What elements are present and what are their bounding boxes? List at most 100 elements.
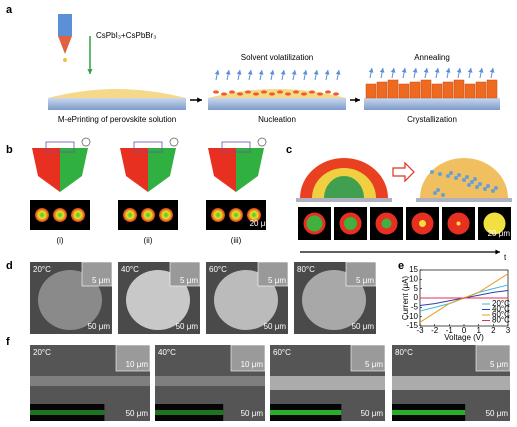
droplet-image [211, 208, 225, 222]
particle [478, 182, 482, 186]
particle [491, 189, 495, 193]
arrow-head [225, 70, 231, 75]
arrow-head [302, 70, 308, 75]
crystal [376, 81, 388, 99]
arrow-head [313, 70, 319, 75]
label: (ii) [144, 236, 153, 245]
droplet-core [344, 217, 357, 230]
droplet-image [141, 208, 155, 222]
nucleus [317, 92, 323, 96]
printed-line [155, 376, 265, 386]
particle [483, 187, 487, 191]
particle [470, 180, 474, 184]
nozzle-cone [120, 148, 176, 192]
arrow-head [489, 68, 495, 73]
arrow-head [390, 68, 396, 73]
film [48, 89, 186, 98]
nucleus [269, 92, 275, 96]
arrow-head [247, 70, 253, 75]
arrow-head [456, 68, 462, 73]
printed-line [270, 376, 385, 390]
arrow-head [291, 70, 297, 75]
label: 5 μm [268, 276, 286, 285]
label: 20 μm [250, 219, 273, 228]
droplet-image [35, 208, 49, 222]
particle [473, 177, 477, 181]
pl-line [270, 410, 342, 415]
label: 40°C [158, 348, 176, 357]
x-tick-label: -3 [416, 326, 424, 335]
meter [81, 137, 91, 147]
label: Nucleation [258, 115, 296, 124]
printed-line [30, 376, 150, 386]
nucleus [309, 90, 315, 94]
inset [350, 344, 386, 372]
meter [169, 137, 179, 147]
label: M-ePrinting of perovskite solution [58, 115, 176, 124]
label: b [6, 144, 13, 156]
arrow-head [445, 68, 451, 73]
label: 50 μm [88, 322, 111, 331]
label: 5 μm [365, 360, 383, 369]
label: t [504, 253, 507, 262]
arrow-head [467, 68, 473, 73]
label: Annealing [414, 53, 450, 62]
arrow-head [379, 68, 385, 73]
label: 50 μm [241, 409, 264, 418]
substrate [364, 98, 500, 110]
droplet-core [456, 221, 461, 226]
arrow-head [87, 69, 93, 74]
particle [436, 188, 440, 192]
x-tick-label: 3 [506, 326, 511, 335]
particle [465, 175, 469, 179]
particle [449, 171, 453, 175]
crystal [420, 79, 432, 99]
label: 60°C [209, 265, 227, 274]
arrow-head [478, 68, 484, 73]
label: 50 μm [352, 322, 375, 331]
arrow-head [214, 70, 220, 75]
nucleus [277, 90, 283, 94]
x-tick-label: 0 [462, 326, 467, 335]
particle [446, 174, 450, 178]
crystal [475, 81, 487, 99]
nucleus [285, 92, 291, 96]
substrate [48, 98, 186, 110]
arrow-head [258, 70, 264, 75]
substrate [208, 98, 346, 110]
arrow-head [423, 68, 429, 73]
pl-line [155, 410, 224, 415]
particle [467, 183, 471, 187]
crystal [398, 83, 410, 99]
y-axis-label: Current (μA) [401, 276, 410, 321]
arrow-head [434, 68, 440, 73]
label: d [6, 260, 13, 272]
legend-label: 40°C [492, 305, 510, 314]
label: 20°C [33, 348, 51, 357]
particle [457, 173, 461, 177]
arrow-head [368, 68, 374, 73]
arrow-head [269, 70, 275, 75]
particle [433, 191, 437, 195]
label: 20°C [33, 265, 51, 274]
legend-label: 80°C [492, 316, 510, 325]
crystal [486, 79, 498, 99]
printed-line [392, 376, 510, 390]
label: 5 μm [92, 276, 110, 285]
x-tick-label: 1 [476, 326, 481, 335]
arrow-head [197, 97, 202, 103]
label: 80°C [395, 348, 413, 357]
label: 10 μm [241, 360, 264, 369]
particle [454, 176, 458, 180]
circuit [45, 141, 75, 153]
label: 5 μm [356, 276, 374, 285]
dome-core [324, 176, 364, 198]
label: a [6, 4, 13, 16]
y-tick-label: 0 [414, 293, 419, 302]
substrate [296, 198, 392, 202]
label: 5 μm [180, 276, 198, 285]
y-tick-label: 15 [409, 265, 418, 274]
x-axis-label: Voltage (V) [444, 333, 484, 342]
label: 50 μm [176, 322, 199, 331]
y-tick-label: -10 [406, 312, 418, 321]
